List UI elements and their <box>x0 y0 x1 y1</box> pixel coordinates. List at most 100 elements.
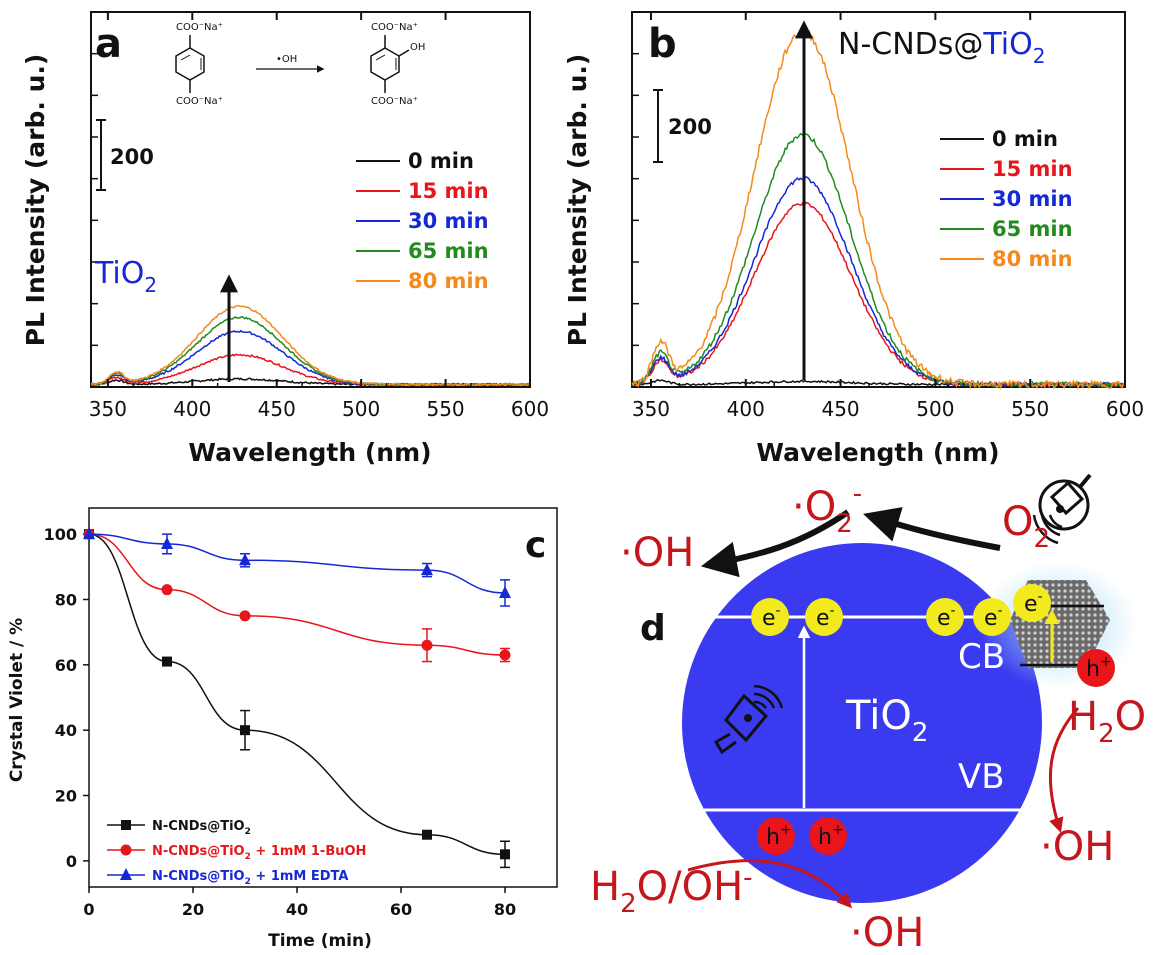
x-tick-label: 400 <box>173 397 211 421</box>
hydroxyl-radical-label-1: ·OH <box>620 530 694 576</box>
panel-a-frame <box>90 11 531 388</box>
legend-label: N-CNDs@TiO2 + 1mM 1-BuOH <box>152 844 366 862</box>
data-point <box>422 829 432 840</box>
data-point <box>499 649 511 661</box>
x-tick-label: 80 <box>494 900 516 919</box>
data-point <box>162 656 172 667</box>
legend-label: 30 min <box>408 209 489 233</box>
panel-d-diagram: d CB VB TiO2 e-e-e-e-e- h+ h+h+ <box>590 473 1146 955</box>
pl-curve-1 <box>90 353 531 387</box>
legend-label: 0 min <box>408 149 474 173</box>
water-hydroxide-label: H2O/OH- <box>590 863 753 919</box>
x-tick-label: 20 <box>182 900 204 919</box>
panel-c-series <box>83 527 511 869</box>
data-point <box>83 527 95 540</box>
product-oh-group: OH <box>410 42 425 53</box>
x-tick-label: 600 <box>1106 397 1144 421</box>
y-tick-label: 0 <box>66 852 77 871</box>
o2-reduction-arrow <box>863 507 1001 551</box>
panel-d-letter: d <box>640 608 666 649</box>
electron <box>751 598 789 636</box>
panel-c-y-axis-title: Crystal Violet / % <box>7 618 27 782</box>
x-tick-label: 350 <box>632 397 670 421</box>
hole <box>809 817 847 855</box>
legend-label: N-CNDs@TiO2 <box>152 819 251 837</box>
panel-b-y-ticks <box>632 11 639 347</box>
electron-label: e- <box>984 603 1003 631</box>
electron-label: e- <box>1024 589 1043 617</box>
decay-curve <box>88 533 506 856</box>
lamp-icon <box>1032 473 1092 545</box>
electron-label: e- <box>816 603 835 631</box>
data-point <box>239 553 251 566</box>
y-tick-label: 80 <box>55 590 77 609</box>
x-tick-label: 450 <box>258 397 296 421</box>
data-point <box>240 725 250 736</box>
reactant-ring <box>175 47 205 81</box>
panel-a-letter: a <box>95 21 122 67</box>
hole <box>757 817 795 855</box>
pl-curve-4 <box>631 26 1126 390</box>
panel-b-x-ticks: 350 400 450 500 550 600 <box>632 12 1144 421</box>
product-top-group: COO⁻Na⁺ <box>371 22 418 33</box>
legend-label: 15 min <box>408 179 489 203</box>
electron-label: e- <box>937 603 956 631</box>
legend-label: 0 min <box>992 127 1058 151</box>
panel-b-frame <box>631 11 1126 388</box>
legend-label: N-CNDs@TiO2 + 1mM EDTA <box>152 869 348 887</box>
reactant-top-group: COO⁻Na⁺ <box>176 22 223 33</box>
panel-a-reaction-scheme: COO⁻Na⁺ COO⁻Na⁺ •OH COO⁻Na⁺ OH COO⁻Na⁺ <box>175 22 425 107</box>
panel-b-letter: b <box>648 21 677 67</box>
panel-a-sample-label: TiO2 <box>94 256 157 297</box>
panel-b-chart: 350 400 450 500 550 600 b Wavelength (nm) PL … <box>563 11 1144 467</box>
decay-curve <box>88 533 506 594</box>
panel-c-x-axis-title: Time (min) <box>268 931 372 951</box>
panel-a-x-ticks: 350 400 450 500 550 600 <box>89 12 549 421</box>
panel-b-curves <box>631 26 1126 390</box>
legend-label: 65 min <box>992 217 1073 241</box>
data-point <box>239 610 251 622</box>
x-tick-label: 400 <box>727 397 765 421</box>
panel-a-curves <box>90 304 531 387</box>
panel-b-scale-bar: 200 <box>653 89 712 163</box>
x-tick-label: 40 <box>286 900 308 919</box>
hydroxyl-radical-label-3: ·OH <box>850 910 924 955</box>
legend-label: 65 min <box>408 239 489 263</box>
panel-a-legend: 0 min 15 min 30 min 65 min 80 min <box>356 149 489 293</box>
legend-marker <box>120 868 132 880</box>
panel-c-letter: c <box>525 525 546 566</box>
pl-curve-4 <box>90 304 531 387</box>
electron-label: e- <box>762 603 781 631</box>
reagent-label: •OH <box>276 54 297 65</box>
y-tick-label: 40 <box>55 721 77 740</box>
x-tick-label: 600 <box>511 397 549 421</box>
legend-marker <box>120 844 132 856</box>
panel-a-y-axis-title: PL Intensity (arb. u.) <box>21 54 50 347</box>
product-bottom-group: COO⁻Na⁺ <box>371 96 418 107</box>
panel-b-y-axis-title: PL Intensity (arb. u.) <box>563 54 592 347</box>
y-tick-label: 20 <box>55 787 77 806</box>
panel-b-legend: 0 min 15 min 30 min 65 min 80 min <box>940 127 1073 271</box>
oxygen-label: O2 <box>1002 499 1050 554</box>
x-tick-label: 550 <box>426 397 464 421</box>
panel-a-scale-bar-label: 200 <box>110 145 154 169</box>
electron <box>1013 584 1051 622</box>
panel-b-sample-label: N-CNDs@TiO2 <box>838 27 1045 68</box>
legend-label: 15 min <box>992 157 1073 181</box>
electron <box>973 598 1011 636</box>
panel-c-chart: 0 20 40 60 80 0 20 40 60 80 100 c Time (min) Cryst… <box>7 507 558 951</box>
panel-c-frame <box>88 507 558 888</box>
holes: h+ h+ h+ <box>757 649 1115 855</box>
water-label: H2O <box>1068 694 1146 749</box>
panel-b-scale-bar-label: 200 <box>668 115 712 139</box>
panel-a-scale-bar: 200 <box>96 119 154 191</box>
legend-label: 80 min <box>408 269 489 293</box>
x-tick-label: 0 <box>83 900 94 919</box>
hole-label: h+ <box>1086 654 1112 682</box>
h2o-oxidation-arrow <box>1048 707 1080 833</box>
legend-marker <box>121 820 131 830</box>
panel-b-x-axis-title: Wavelength (nm) <box>756 438 999 467</box>
data-point <box>500 849 510 860</box>
x-tick-label: 350 <box>89 397 127 421</box>
